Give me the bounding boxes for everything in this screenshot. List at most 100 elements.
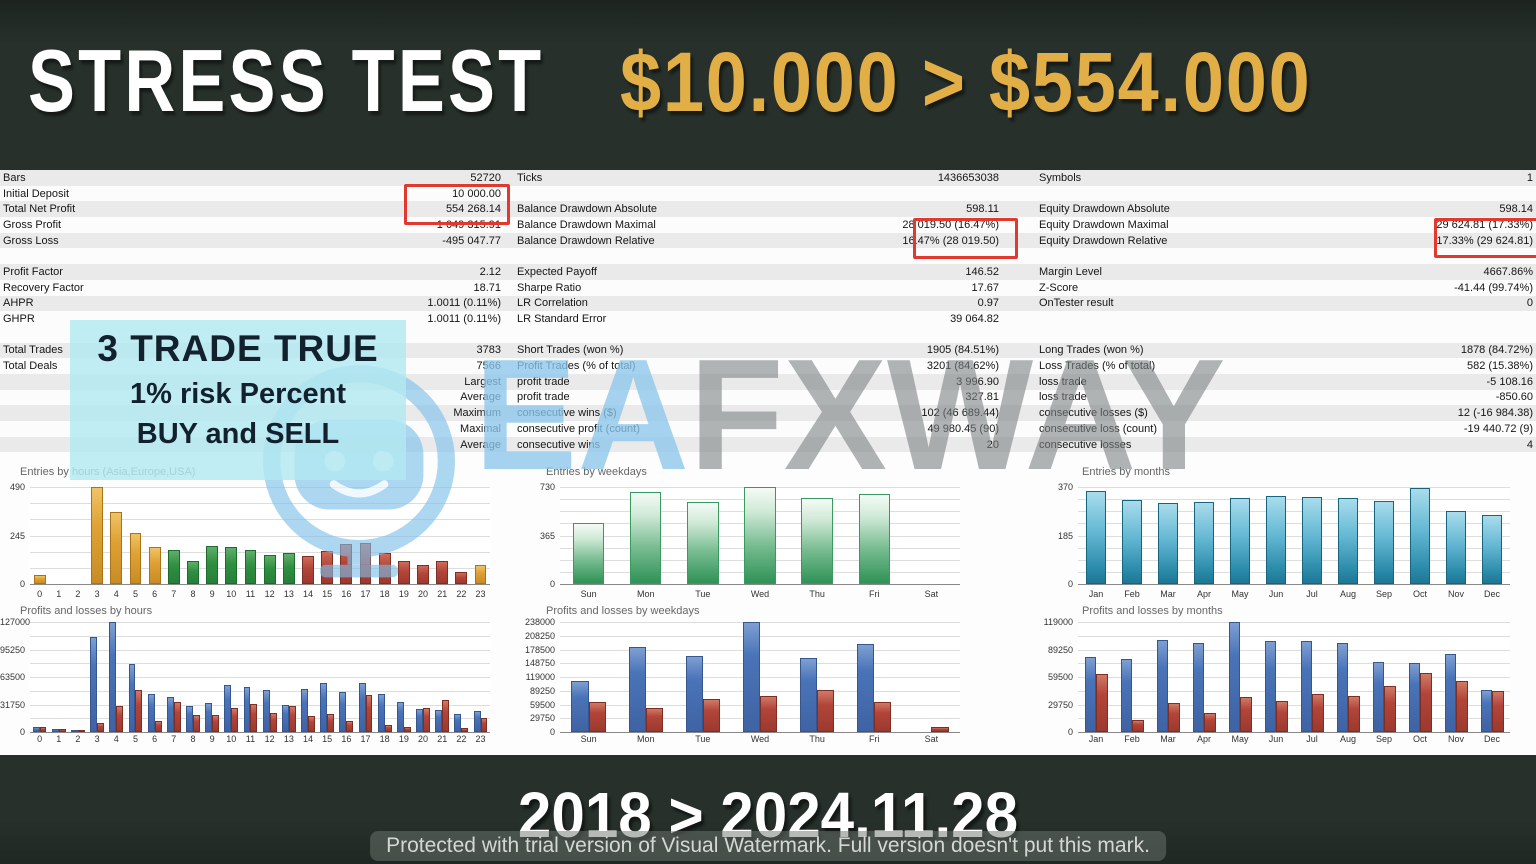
chart-plot-area	[30, 487, 490, 585]
bar-slot	[731, 622, 788, 732]
x-axis-label: 4	[113, 589, 119, 599]
table-label: consecutive wins ($)	[517, 407, 617, 420]
profit-bar-22	[454, 713, 462, 732]
bar-slot	[674, 622, 731, 732]
x-axis-label: Wed	[750, 734, 770, 744]
profit-bar-Wed	[742, 622, 760, 732]
table-value: 1878 (84.72%)	[1460, 344, 1533, 357]
table-label: Short Trades (won %)	[517, 344, 624, 357]
y-axis-label: 0	[19, 579, 25, 589]
x-axis-label: 0	[37, 734, 43, 744]
profit-bar-1	[51, 728, 59, 732]
table-label: consecutive profit (count)	[517, 422, 640, 435]
x-axis-label: 3	[94, 589, 100, 599]
x-axis-label: 2	[75, 589, 81, 599]
loss-bar-16	[346, 720, 354, 732]
table-label: LR Correlation	[517, 297, 588, 310]
x-axis-label: Mon	[636, 734, 655, 744]
profit-bar-7	[166, 697, 174, 732]
bar-Fri	[858, 494, 890, 584]
y-axis-label: 31750	[0, 699, 26, 710]
profit-bar-21	[435, 709, 443, 732]
bar-slot	[433, 622, 452, 732]
profit-bar-Jul	[1300, 640, 1312, 732]
profit-bar-16	[339, 692, 347, 732]
table-label: AHPR	[3, 297, 34, 310]
bar-slot	[1258, 622, 1294, 732]
x-axis-label: Dec	[1483, 734, 1500, 744]
table-label: Balance Drawdown Absolute	[517, 203, 658, 216]
x-axis-label: 4	[113, 734, 119, 744]
gridline	[1078, 571, 1510, 573]
x-axis-label: 10	[226, 734, 237, 744]
bar-Apr	[1193, 502, 1215, 584]
bar-slot	[1402, 622, 1438, 732]
table-value: 1905 (84.51%)	[926, 344, 999, 357]
gridline	[560, 677, 960, 678]
bar-slot	[88, 487, 107, 584]
x-axis-label: Sat	[924, 734, 939, 744]
bar-slot	[30, 622, 49, 732]
x-axis-label: 5	[132, 589, 138, 599]
x-axis-label: Mar	[1160, 734, 1176, 744]
table-value: 1.0011 (0.11%)	[427, 297, 501, 310]
table-value: 29 624.81 (17.33%)	[1436, 218, 1533, 231]
x-axis-label: May	[1231, 734, 1249, 744]
gridline	[1078, 559, 1510, 561]
promo-line-2: 1% risk Percent	[129, 378, 346, 410]
bar-slot	[1294, 487, 1330, 584]
bar-slot	[337, 487, 356, 584]
gridline	[1078, 718, 1510, 720]
chart-profits-and-losses-by-weekdays: Profits and losses by weekdays 0 29750 5950…	[518, 605, 970, 752]
x-axis-label: Sun	[580, 589, 597, 599]
bar-slot	[452, 487, 471, 584]
x-axis-label: 16	[341, 734, 352, 744]
table-value: -850.60	[1495, 391, 1533, 404]
bar-slot	[394, 487, 413, 584]
loss-bar-18	[384, 725, 392, 732]
profit-bar-2	[71, 730, 78, 732]
x-axis-label: 6	[152, 589, 158, 599]
profit-bar-6	[147, 694, 155, 732]
bar-slot	[318, 487, 337, 584]
highlight-box	[913, 218, 1018, 259]
chart-title: Entries by weekdays	[546, 466, 647, 478]
gridline	[30, 551, 490, 553]
x-axis-label: Dec	[1483, 589, 1500, 599]
bar-slot	[1222, 622, 1258, 732]
gridline	[30, 567, 490, 569]
loss-bar-14	[307, 716, 315, 732]
y-axis-label: 148750	[524, 658, 555, 669]
table-row: Gross Loss -495 047.77 Balance Drawdown Re…	[0, 232, 1536, 249]
table-label: Profit Trades (% of total)	[517, 360, 636, 373]
table-value: 3783	[476, 344, 501, 357]
x-axis-label: Sep	[1375, 589, 1392, 599]
table-label: Profit Factor	[3, 265, 63, 278]
bar-slot	[164, 487, 183, 584]
gridline	[1078, 499, 1510, 501]
bar-slot	[1186, 487, 1222, 584]
x-axis-label: 12	[264, 734, 275, 744]
gridline	[30, 503, 490, 505]
loss-bar-1	[58, 729, 66, 732]
x-axis-label: Mon	[636, 589, 655, 599]
bar-slot	[903, 622, 960, 732]
bar-slot	[903, 487, 960, 584]
table-value: 554 268.14	[445, 203, 501, 216]
chart-entries-by-weekdays: Entries by weekdays 0 365 730 Sun Mon Tue Wed Th…	[518, 462, 970, 608]
x-axis-label: Aug	[1339, 734, 1356, 744]
bar-slot	[1330, 622, 1366, 732]
profit-bar-19	[396, 701, 404, 732]
gridline	[1078, 487, 1510, 488]
bar-8	[187, 561, 199, 584]
bar-Mon	[630, 491, 662, 584]
bar-slot	[126, 487, 145, 584]
bar-slot	[471, 622, 490, 732]
bar-slot	[318, 622, 337, 732]
bar-13	[282, 553, 295, 584]
table-row: Total Net Profit 554 268.14 Balance Drawdo…	[0, 201, 1536, 218]
bar-slot	[1474, 487, 1510, 584]
table-value: 12 (-16 984.38)	[1457, 407, 1533, 420]
table-value: 49 980.45 (90)	[927, 422, 999, 435]
profit-bar-15	[320, 683, 328, 732]
